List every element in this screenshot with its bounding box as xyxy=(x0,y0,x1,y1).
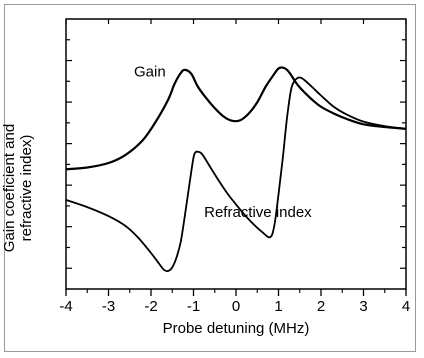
series-line-refractive-index xyxy=(65,76,407,273)
x-tick-label: 1 xyxy=(274,298,282,315)
y-axis-right-ticks xyxy=(400,39,406,269)
x-tick-label: -4 xyxy=(59,298,72,315)
annotation-gain: Gain xyxy=(134,64,166,81)
series-line-gain xyxy=(65,66,407,171)
y-axis-label: Gain coeficient and refractive index) xyxy=(1,124,35,252)
annotations: Gain Refractive index xyxy=(134,64,312,221)
x-tick-label: 2 xyxy=(317,298,325,315)
x-tick-label: -3 xyxy=(102,298,115,315)
x-tick-label: -1 xyxy=(187,298,200,315)
series-layer xyxy=(65,66,407,273)
x-tick-labels: -4 -3 -2 -1 0 1 2 3 4 xyxy=(59,298,410,315)
x-tick-label: 3 xyxy=(359,298,367,315)
y-axis-left-ticks xyxy=(66,39,72,269)
x-axis-label: Probe detuning (MHz) xyxy=(163,320,310,337)
y-axis-label-line-1: Gain coeficient and xyxy=(1,124,18,252)
x-axis-top-ticks xyxy=(65,19,407,24)
x-tick-label: 0 xyxy=(232,298,240,315)
x-tick-label: -2 xyxy=(144,298,157,315)
figure-frame xyxy=(4,4,416,352)
x-axis-ticks xyxy=(65,289,407,296)
annotation-refractive-index: Refractive index xyxy=(204,204,312,221)
y-axis-label-line-2: refractive index) xyxy=(18,135,35,242)
plot-area-border xyxy=(65,18,407,290)
x-tick-label: 4 xyxy=(402,298,410,315)
